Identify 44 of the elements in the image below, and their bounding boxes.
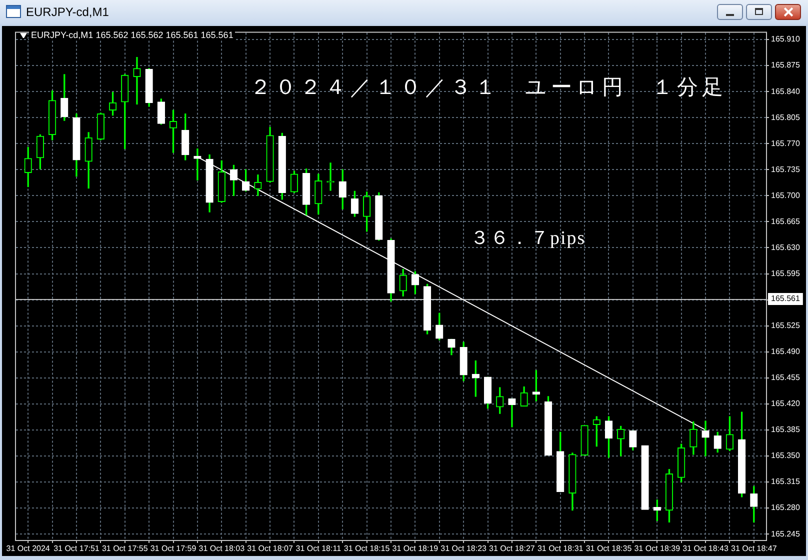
x-tick-label: 31 Oct 2024 xyxy=(6,544,50,554)
y-tick-label: 165.595 xyxy=(771,268,800,278)
x-tick-label: 31 Oct 18:15 xyxy=(344,544,390,554)
y-tick-label: 165.735 xyxy=(771,164,800,174)
annotation: ２０２４／１０／３１ ユーロ円 １分足 xyxy=(250,75,727,100)
x-tick-label: 31 Oct 18:43 xyxy=(682,544,729,554)
x-tick-label: 31 Oct 18:31 xyxy=(537,544,584,554)
ref-line-label: 165.561 xyxy=(771,294,800,304)
y-tick-label: 165.665 xyxy=(771,216,800,226)
x-tick-label: 31 Oct 18:23 xyxy=(440,544,488,554)
chart-subtitle: EURJPY-cd,M1 165.562 165.562 165.561 165.561 xyxy=(29,30,236,40)
y-tick-label: 165.245 xyxy=(771,529,800,538)
x-tick-label: 31 Oct 18:07 xyxy=(247,544,294,554)
candlestick xyxy=(641,445,649,510)
y-tick-label: 165.315 xyxy=(771,477,800,486)
y-tick-label: 165.525 xyxy=(771,321,800,330)
y-tick-label: 165.280 xyxy=(771,503,800,512)
x-tick-label: 31 Oct 18:39 xyxy=(634,544,681,554)
x-tick-label: 31 Oct 18:11 xyxy=(296,544,342,554)
x-tick-label: 31 Oct 17:55 xyxy=(102,544,148,554)
y-tick-label: 165.805 xyxy=(771,112,800,122)
candlestick xyxy=(580,425,588,456)
y-tick-label: 165.770 xyxy=(771,138,800,148)
x-tick-label: 31 Oct 17:59 xyxy=(150,544,197,554)
x-tick-label: 31 Oct 18:27 xyxy=(489,544,536,554)
y-tick-label: 165.840 xyxy=(771,86,800,96)
y-tick-label: 165.350 xyxy=(771,451,800,460)
y-tick-label: 165.875 xyxy=(771,60,800,70)
candlestick xyxy=(133,57,141,105)
y-tick-label: 165.700 xyxy=(771,190,800,200)
y-tick-label: 165.910 xyxy=(771,34,800,44)
x-tick-label: 31 Oct 18:19 xyxy=(392,544,439,554)
y-tick-label: 165.455 xyxy=(771,373,800,382)
y-tick-label: 165.630 xyxy=(771,242,800,252)
y-tick-label: 165.490 xyxy=(771,347,800,356)
x-tick-label: 31 Oct 18:03 xyxy=(198,544,246,554)
y-tick-label: 165.385 xyxy=(771,425,800,434)
x-tick-label: 31 Oct 18:35 xyxy=(586,544,632,554)
chart-title: EURJPY-cd,M1 xyxy=(26,5,109,19)
x-tick-label: 31 Oct 18:47 xyxy=(730,544,778,554)
x-tick-label: 31 Oct 17:51 xyxy=(54,544,100,554)
candlestick xyxy=(508,398,516,428)
annotation: ３６．７pips xyxy=(470,228,586,250)
y-tick-label: 165.420 xyxy=(771,399,800,408)
